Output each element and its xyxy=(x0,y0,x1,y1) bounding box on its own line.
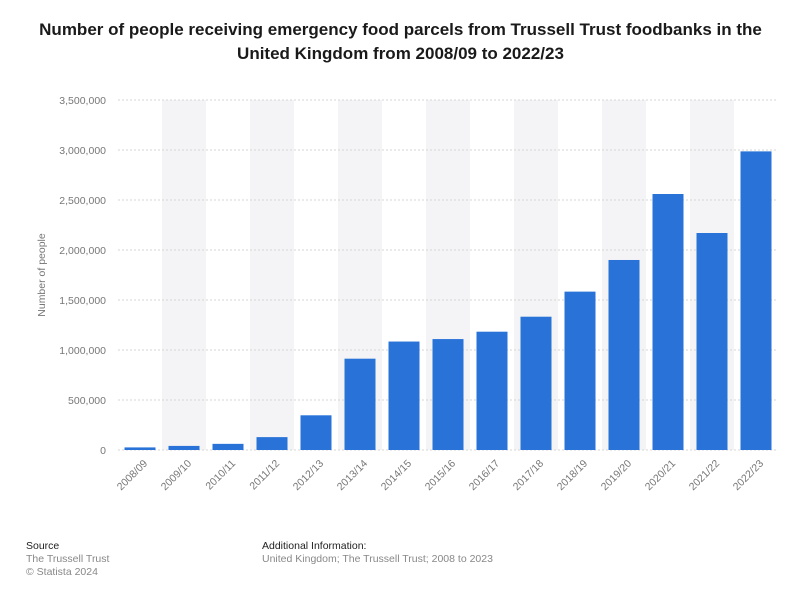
bar[interactable] xyxy=(696,233,728,450)
y-tick-label: 500,000 xyxy=(68,395,106,407)
background-band xyxy=(250,100,294,450)
bar[interactable] xyxy=(168,445,200,450)
bar[interactable] xyxy=(432,339,464,450)
source-heading: Source xyxy=(26,540,60,552)
x-tick-label: 2019/20 xyxy=(599,458,634,493)
x-tick-label: 2009/10 xyxy=(159,458,194,493)
x-tick-label: 2020/21 xyxy=(643,458,678,493)
y-tick-label: 3,000,000 xyxy=(59,145,106,157)
x-tick-label: 2008/09 xyxy=(115,458,150,493)
bar[interactable] xyxy=(564,291,596,450)
bar[interactable] xyxy=(476,331,508,450)
source-block: Source The Trussell Trust © Statista 202… xyxy=(26,540,109,579)
copyright-text: © Statista 2024 xyxy=(26,566,98,578)
bar[interactable] xyxy=(608,259,640,450)
x-tick-label: 2022/23 xyxy=(731,458,766,493)
y-tick-label: 2,000,000 xyxy=(59,245,106,257)
y-tick-label: 1,000,000 xyxy=(59,345,106,357)
y-tick-label: 3,500,000 xyxy=(59,95,106,107)
x-axis-ticks: 2008/09 2009/10 2010/11 2011/12 2012/13 2013/… xyxy=(115,458,766,493)
additional-info-heading: Additional Information: xyxy=(262,540,367,552)
background-band xyxy=(162,100,206,450)
y-tick-label: 1,500,000 xyxy=(59,295,106,307)
additional-info-text: United Kingdom; The Trussell Trust; 2008… xyxy=(262,553,493,565)
additional-info-block: Additional Information: United Kingdom; … xyxy=(262,540,493,566)
bar[interactable] xyxy=(124,447,156,450)
x-tick-label: 2013/14 xyxy=(335,458,370,493)
bar[interactable] xyxy=(652,194,684,450)
y-tick-label: 0 xyxy=(100,445,106,457)
bar[interactable] xyxy=(256,437,288,450)
chart-title: Number of people receiving emergency foo… xyxy=(39,20,762,63)
x-tick-label: 2014/15 xyxy=(379,458,414,493)
x-tick-label: 2011/12 xyxy=(247,458,282,493)
bar[interactable] xyxy=(300,415,332,450)
y-tick-label: 2,500,000 xyxy=(59,195,106,207)
x-tick-label: 2021/22 xyxy=(687,458,722,493)
bars xyxy=(124,151,772,450)
bar[interactable] xyxy=(520,316,552,450)
y-axis-ticks: 0 500,000 1,000,000 1,500,000 2,000,000 2,500… xyxy=(59,95,106,457)
bar[interactable] xyxy=(740,151,772,450)
y-axis-title: Number of people xyxy=(36,233,48,317)
x-tick-label: 2016/17 xyxy=(467,458,502,493)
x-tick-label: 2018/19 xyxy=(555,458,590,493)
bar[interactable] xyxy=(344,358,376,450)
bar[interactable] xyxy=(388,341,420,450)
source-name[interactable]: The Trussell Trust xyxy=(26,553,110,565)
x-tick-label: 2012/13 xyxy=(291,458,326,493)
x-tick-label: 2010/11 xyxy=(203,458,238,493)
x-tick-label: 2017/18 xyxy=(511,458,546,493)
bar[interactable] xyxy=(212,443,244,450)
x-tick-label: 2015/16 xyxy=(423,458,458,493)
